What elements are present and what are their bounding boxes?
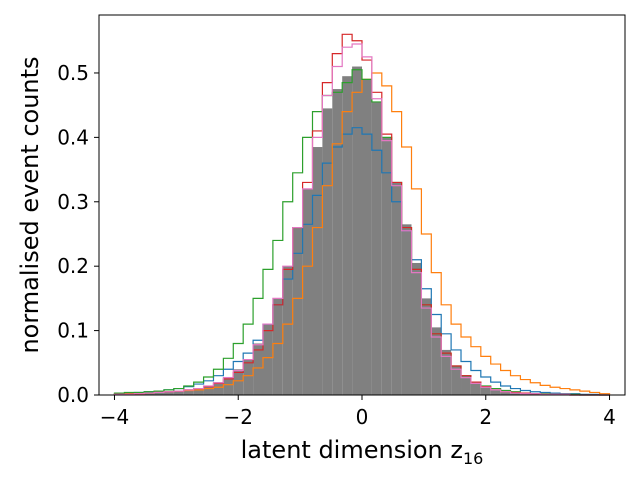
step-histograms [113,33,611,396]
histogram-bar [342,76,353,396]
histogram-bar [411,262,422,395]
histogram-bar [272,298,283,395]
histogram-bar [292,227,303,395]
x-axis-label: latent dimension z16 [241,436,484,468]
histogram-bar [203,385,214,395]
histogram-bar [470,382,481,395]
histogram-bar [500,391,511,395]
x-axis-label-text: latent dimension z [241,436,463,464]
histogram-bar [401,224,412,395]
histogram-bar [362,79,372,396]
histogram-bar [262,324,273,395]
filled-histogram [114,66,580,396]
histogram-bar [163,391,174,395]
x-axis-label-subscript: 16 [463,449,483,468]
histogram-bar [134,393,145,395]
histogram-bar [332,89,343,395]
histogram-bar [490,389,501,395]
x-tick-label: −4 [100,405,129,429]
y-tick-label: 0.4 [57,125,89,149]
histogram-bar [480,386,491,395]
y-axis-label: normalised event counts [16,56,44,353]
x-tick-label: −2 [223,405,252,429]
y-tick-label: 0.1 [57,319,89,343]
histogram-bar [154,392,164,395]
y-axis-ticks: 0.0 0.1 0.2 0.3 0.4 0.5 [57,61,99,407]
histogram-bar [431,327,442,395]
histogram-bar [441,349,452,395]
histogram-bar [253,343,263,395]
y-tick-label: 0.0 [57,383,89,407]
histogram-bar [144,393,155,395]
x-tick-label: 0 [356,405,369,429]
x-tick-label: 2 [479,405,492,429]
histogram-bar [381,137,392,396]
histogram-bar [243,359,254,395]
step-series-line [113,69,610,396]
histogram-bar [183,389,194,395]
step-series-line [113,43,610,396]
histogram-bar [223,376,234,395]
histogram-bar [391,182,402,395]
y-tick-label: 0.2 [57,254,89,278]
histogram-bar [421,298,432,395]
x-axis-ticks: −4 −2 0 2 4 [100,395,616,429]
x-tick-label: 4 [603,405,616,429]
histogram-bar [322,108,333,395]
histogram-bar [213,382,224,395]
histogram-bar [282,266,293,395]
histogram-bar [461,375,471,395]
histogram-bar [302,188,313,395]
histogram-bar [233,369,244,395]
histogram-bar [451,366,462,395]
histogram-bar [312,147,323,395]
histogram-bar [371,101,382,395]
histogram-bar [193,388,204,395]
histogram-bar [173,391,184,395]
histogram-bar [530,393,541,395]
y-tick-label: 0.5 [57,61,89,85]
histogram-bar [352,66,362,395]
histogram-bar [510,392,521,395]
y-tick-label: 0.3 [57,190,89,214]
